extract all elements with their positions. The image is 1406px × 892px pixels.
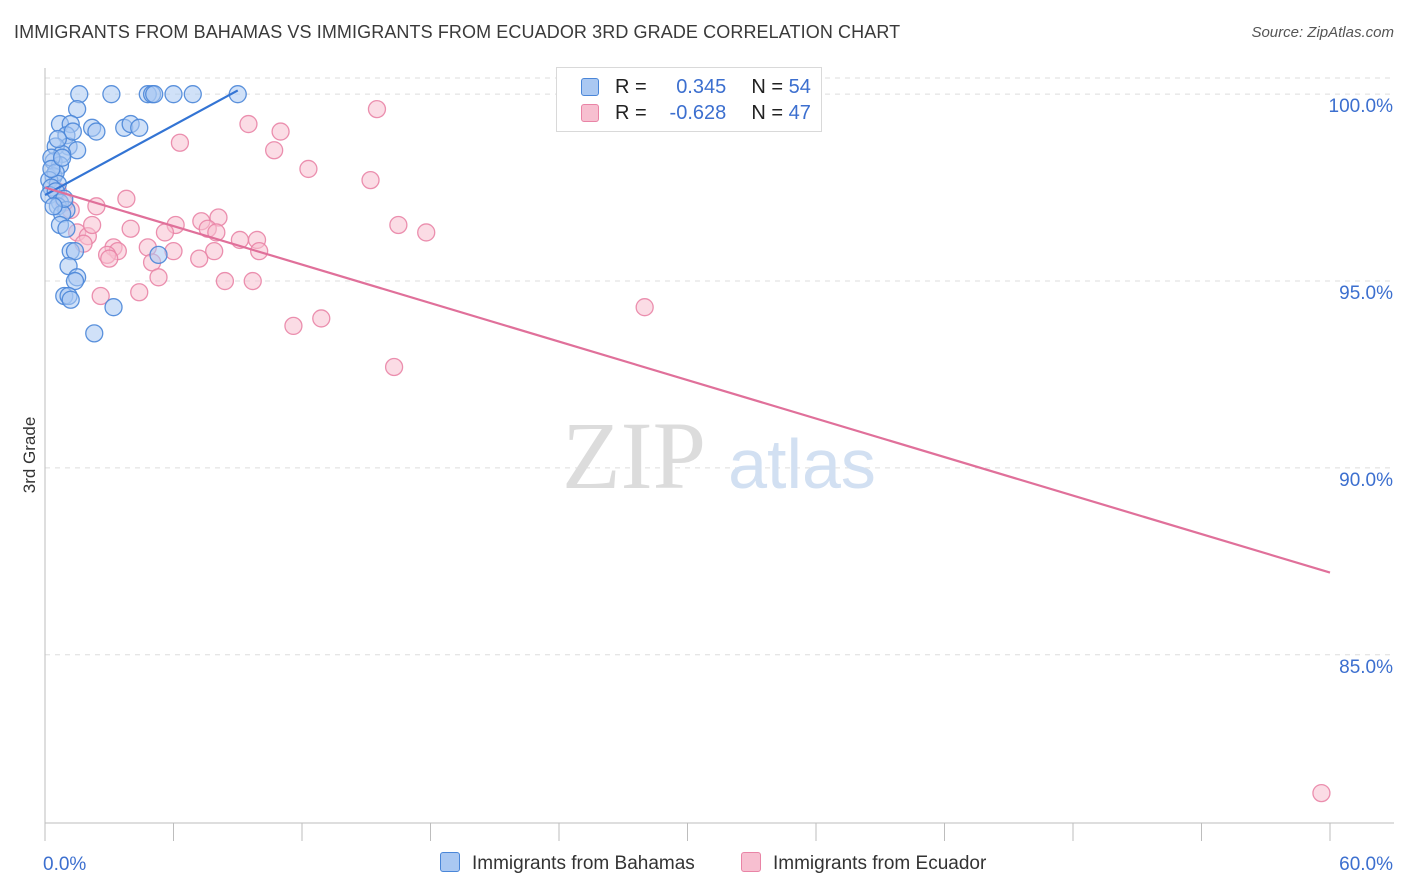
ecuador-point (190, 249, 209, 268)
ecuador-point (389, 215, 408, 235)
legend-n-value-bahamas: 54 (788, 76, 811, 98)
ecuador-point (367, 99, 387, 119)
ecuador-point (117, 189, 136, 208)
ecuador-point (205, 241, 224, 261)
bahamas-point (164, 85, 183, 104)
bahamas-trend-line (44, 89, 239, 197)
bahamas-point (52, 148, 72, 167)
bahamas-points (40, 85, 247, 343)
ecuador-point (239, 114, 258, 134)
tick-labels: 85.0% 90.0% 95.0% 100.0% 0.0% 60.0% (43, 96, 1393, 875)
chart-title: IMMIGRANTS FROM BAHAMAS VS IMMIGRANTS FR… (14, 22, 901, 42)
bahamas-point (183, 85, 202, 104)
ecuador-point (284, 316, 303, 336)
ecuador-point (417, 223, 436, 242)
ecuador-point (361, 170, 380, 190)
watermark-zip: ZIP (562, 402, 706, 509)
x-tick-label: 0.0% (43, 854, 86, 875)
bottom-legend-label-bahamas: Immigrants from Bahamas (472, 853, 695, 874)
ecuador-point (243, 271, 262, 291)
ecuador-point (1312, 783, 1331, 803)
ecuador-point (82, 215, 102, 235)
bahamas-point (44, 197, 63, 216)
y-tick-label: 95.0% (1339, 283, 1393, 304)
legend-swatch-blue (581, 78, 599, 96)
ecuador-point (299, 159, 318, 179)
y-axis-label: 3rd Grade (20, 417, 39, 494)
bahamas-point (70, 85, 89, 104)
bottom-legend-ecuador: Immigrants from Ecuador (741, 852, 986, 875)
legend-r-value-ecuador: -0.628 (669, 102, 727, 124)
ecuador-point (265, 141, 284, 160)
bahamas-point (104, 298, 123, 317)
ecuador-point (100, 249, 119, 268)
bahamas-point (42, 159, 61, 179)
bahamas-point (145, 85, 164, 104)
watermark-atlas: atlas (728, 425, 876, 503)
ecuador-point (130, 283, 149, 302)
x-tick-label: 60.0% (1339, 854, 1393, 875)
ecuador-trend-line (44, 186, 1331, 574)
ecuador-point (271, 122, 290, 141)
bottom-legend-swatch-pink (741, 852, 761, 872)
bahamas-point (85, 324, 104, 343)
bottom-legend-label-ecuador: Immigrants from Ecuador (773, 853, 987, 874)
bahamas-point (130, 118, 149, 137)
bahamas-point (61, 290, 80, 309)
legend-r-value-bahamas: 0.345 (676, 76, 727, 98)
bahamas-point (57, 219, 76, 238)
grid-lines (45, 77, 1394, 656)
ecuador-point (149, 268, 168, 287)
y-tick-label: 85.0% (1339, 657, 1393, 678)
ecuador-point (121, 219, 140, 238)
ecuador-point (635, 298, 654, 317)
trend-lines (44, 89, 1331, 574)
legend-r-label: R = (615, 102, 647, 124)
correlation-legend: R = 0.345 N = 54 R = -0.628 N = 47 (556, 67, 822, 132)
bahamas-point (102, 85, 121, 104)
y-tick-label: 100.0% (1329, 96, 1394, 117)
source-label: Source: ZipAtlas.com (1251, 24, 1394, 41)
bahamas-point (67, 141, 87, 160)
ecuador-point (312, 309, 331, 328)
ecuador-points (48, 99, 1331, 803)
bahamas-point (149, 245, 168, 265)
legend-n-label: N = (751, 102, 784, 124)
bahamas-point (48, 129, 67, 149)
legend-n-value-ecuador: 47 (788, 102, 811, 124)
ecuador-point (164, 241, 183, 261)
legend-r-label: R = (615, 76, 647, 98)
legend-swatch-pink (581, 104, 599, 122)
ecuador-point (170, 133, 190, 152)
ecuador-point (384, 357, 404, 377)
y-tick-label: 90.0% (1339, 470, 1393, 491)
axes (44, 68, 1394, 841)
ecuador-point (155, 223, 175, 242)
bottom-legend-bahamas: Immigrants from Bahamas (440, 852, 695, 875)
bahamas-point (87, 122, 106, 141)
legend-n-label: N = (751, 76, 784, 98)
bahamas-point (63, 122, 82, 141)
bottom-legend-swatch-blue (440, 852, 460, 872)
ecuador-point (215, 271, 235, 291)
ecuador-point (91, 286, 110, 306)
